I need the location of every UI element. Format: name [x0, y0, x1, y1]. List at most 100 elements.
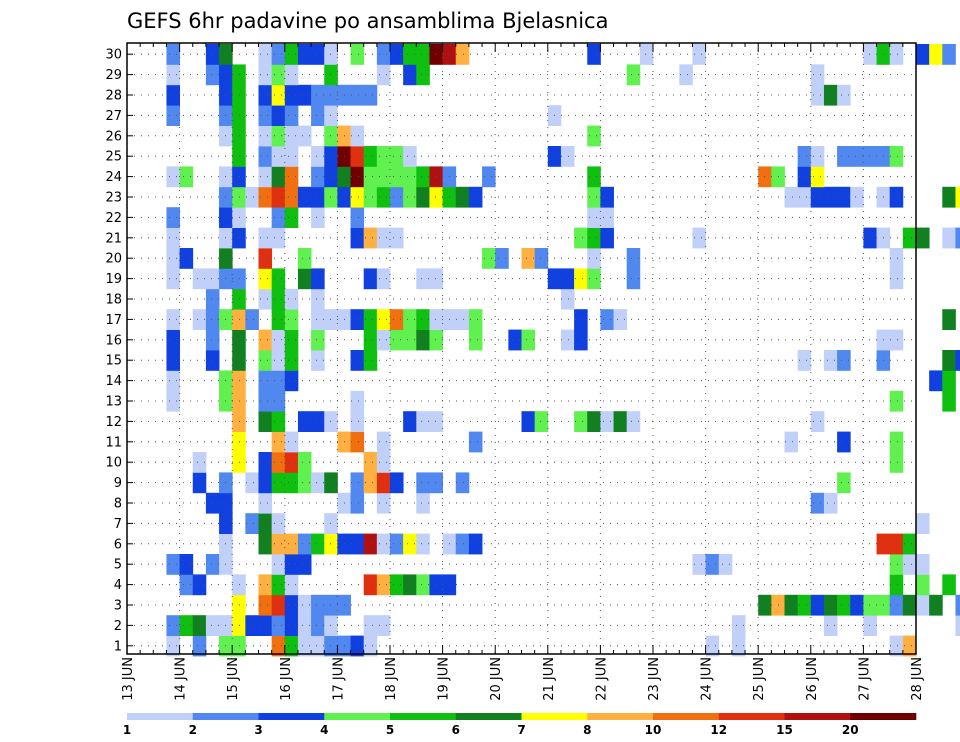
heatmap-cell [232, 452, 246, 473]
heatmap-cell [942, 574, 956, 596]
heatmap-cell [350, 125, 365, 147]
heatmap-cell [192, 615, 207, 636]
heatmap-cell [363, 309, 378, 330]
heatmap-cell [311, 166, 325, 188]
heatmap-cell [692, 44, 706, 65]
heatmap-cell [205, 64, 220, 86]
heatmap-cell [258, 329, 273, 351]
y-tick-label: 15 [105, 354, 122, 369]
heatmap-cell [324, 533, 338, 555]
heatmap-cell [587, 411, 601, 432]
heatmap-cell [179, 554, 194, 575]
heatmap-cell [600, 227, 614, 249]
heatmap-cell [468, 186, 483, 208]
heatmap-cell [416, 574, 430, 596]
x-tick-label: 23 JUN [647, 657, 662, 701]
heatmap-cell [429, 309, 443, 330]
heatmap-cell [271, 431, 286, 453]
heatmap-cells [166, 44, 960, 657]
heatmap-cell [916, 227, 930, 249]
heatmap-cell [324, 146, 338, 167]
heatmap-cell [232, 105, 246, 126]
y-tick-label: 3 [114, 599, 122, 614]
heatmap-cell [350, 207, 365, 228]
heatmap-cell [311, 44, 325, 65]
heatmap-cell [192, 452, 207, 473]
heatmap-cell [284, 146, 299, 167]
heatmap-cell [534, 248, 549, 269]
heatmap-cell [376, 472, 391, 494]
y-tick-label: 10 [105, 456, 122, 471]
heatmap-cell [297, 268, 312, 290]
heatmap-cell [232, 309, 246, 330]
heatmap-cell [718, 554, 733, 575]
heatmap-cell [521, 411, 536, 432]
heatmap-cell [376, 64, 391, 86]
heatmap-cell [810, 64, 825, 86]
x-axis-ticks [126, 43, 917, 654]
heatmap-cell [429, 166, 443, 188]
heatmap-cell [587, 268, 601, 290]
x-tick-label: 17 JUN [331, 657, 346, 701]
heatmap-cell [311, 309, 325, 330]
heatmap-cell [626, 64, 641, 86]
heatmap-cell [284, 472, 299, 494]
heatmap-cell [390, 472, 404, 494]
heatmap-cell [942, 44, 956, 65]
y-tick-label: 1 [114, 639, 122, 654]
colorbar-label: 2 [189, 723, 197, 737]
heatmap-cell [942, 309, 956, 330]
colorbar-swatch [521, 713, 588, 720]
colorbar-swatch [587, 713, 654, 720]
colorbar-swatch [127, 713, 194, 720]
heatmap-cell [521, 248, 536, 269]
heatmap-cell [587, 207, 601, 228]
heatmap-cell [245, 186, 259, 208]
heatmap-cell [705, 554, 720, 575]
heatmap-cell [350, 84, 365, 106]
heatmap-cell [626, 248, 641, 269]
heatmap-cell [889, 146, 904, 167]
heatmap-cell [823, 492, 838, 514]
heatmap-cell [376, 268, 391, 290]
heatmap-cell [574, 268, 588, 290]
heatmap-cell [271, 186, 286, 208]
heatmap-cell [731, 635, 746, 657]
heatmap-cell [166, 309, 180, 330]
heatmap-cell [350, 309, 365, 330]
heatmap-cell [850, 186, 864, 208]
heatmap-cell [889, 574, 904, 596]
heatmap-cell [850, 146, 864, 167]
heatmap-cell [955, 350, 960, 371]
heatmap-cell [232, 350, 246, 371]
heatmap-cell [258, 615, 273, 636]
heatmap-cell [350, 411, 365, 432]
colorbar-label: 4 [320, 723, 328, 737]
heatmap-cell [284, 574, 299, 596]
heatmap-cell [863, 44, 877, 65]
heatmap-cell [534, 411, 549, 432]
colorbar-swatch [455, 713, 522, 720]
heatmap-cell [258, 64, 273, 86]
heatmap-cell [297, 533, 312, 555]
y-tick-label: 17 [105, 313, 122, 328]
heatmap-cell [376, 329, 391, 351]
heatmap-cell [166, 350, 180, 371]
heatmap-cell [416, 411, 430, 432]
heatmap-cell [902, 227, 917, 249]
y-tick-label: 20 [105, 252, 122, 267]
heatmap-cell [823, 84, 838, 106]
y-tick-label: 30 [105, 48, 122, 63]
heatmap-cell [376, 146, 391, 167]
heatmap-cell [376, 309, 391, 330]
heatmap-cell [258, 574, 273, 596]
heatmap-cell [600, 207, 614, 228]
y-tick-label: 13 [105, 395, 122, 410]
heatmap-cell [390, 44, 404, 65]
heatmap-cell [271, 472, 286, 494]
heatmap-cell [837, 472, 851, 494]
heatmap-cell [232, 288, 246, 310]
heatmap-cell [205, 268, 220, 290]
heatmap-cell [297, 554, 312, 575]
heatmap-cell [587, 44, 601, 65]
